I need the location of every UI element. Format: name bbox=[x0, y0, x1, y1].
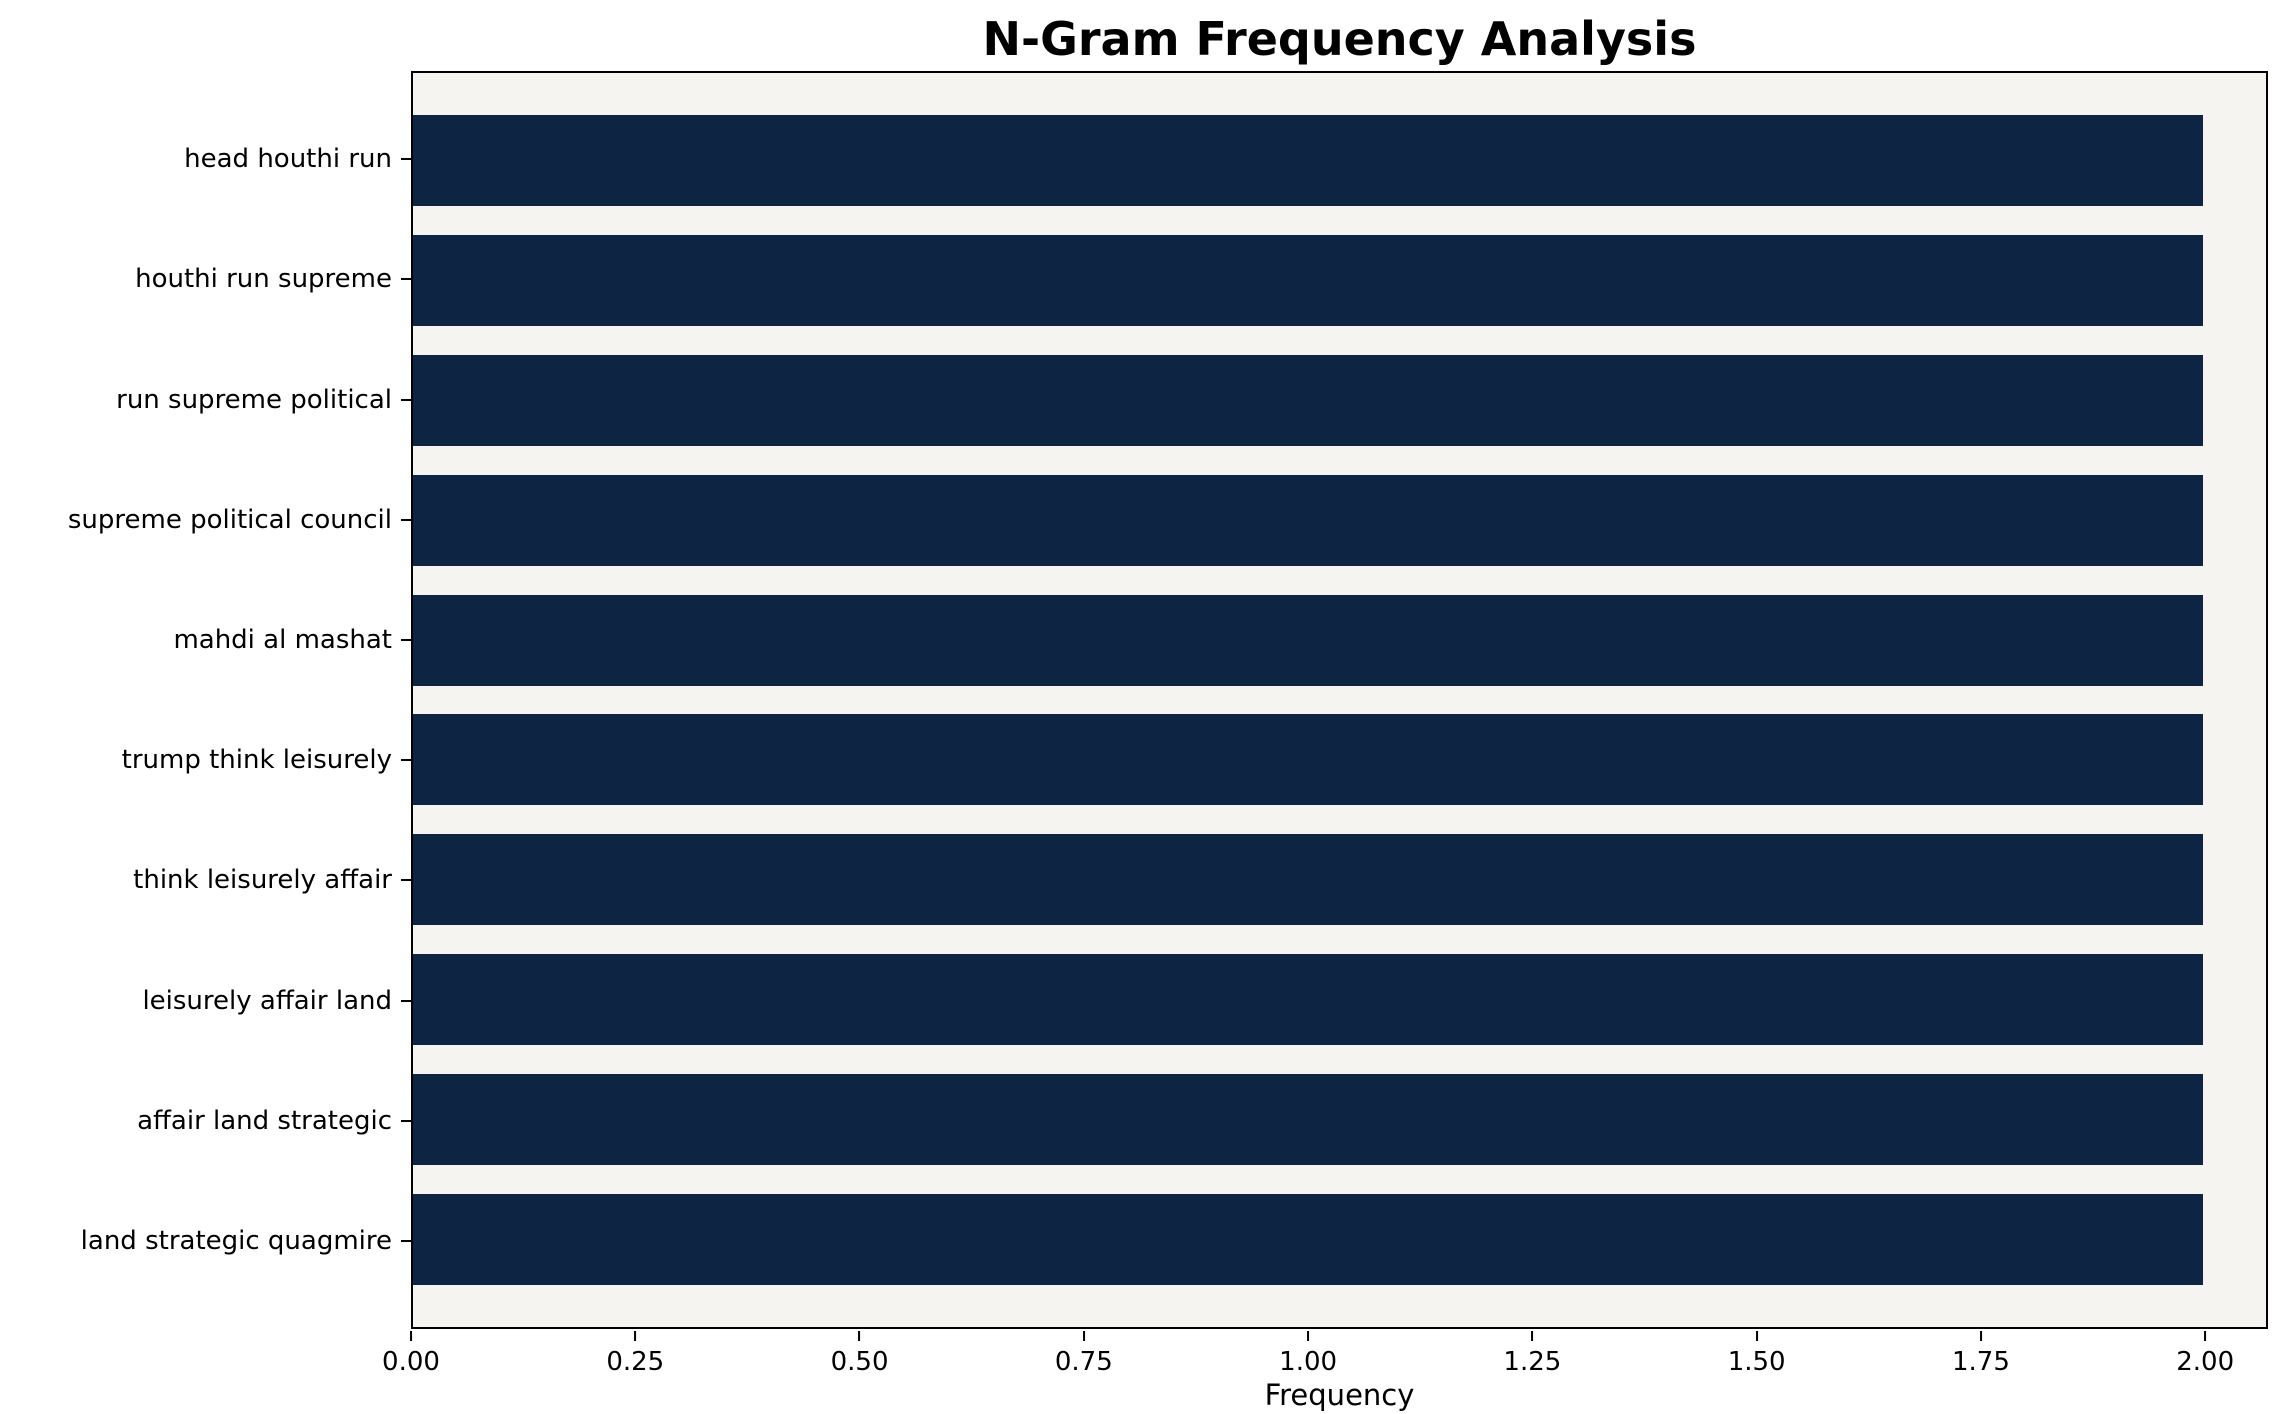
frequency-bar bbox=[413, 474, 2204, 566]
frequency-bar bbox=[413, 714, 2204, 806]
frequency-bar bbox=[413, 953, 2204, 1045]
x-tick-label: 2.00 bbox=[2176, 1347, 2235, 1377]
bar-row bbox=[413, 700, 2266, 820]
y-tick-label: head houthi run bbox=[184, 144, 392, 175]
bar-row bbox=[413, 940, 2266, 1060]
x-tick-label: 0.75 bbox=[1054, 1347, 1113, 1377]
x-tick: 1.25 bbox=[1503, 1331, 1561, 1377]
x-tick-mark bbox=[2204, 1331, 2207, 1341]
y-tick-label: houthi run supreme bbox=[135, 264, 392, 295]
bar-row bbox=[413, 460, 2266, 580]
bar-row bbox=[413, 1179, 2266, 1299]
plot-area bbox=[411, 71, 2268, 1329]
x-tick-mark bbox=[1082, 1331, 1085, 1341]
x-tick: 1.50 bbox=[1728, 1331, 1786, 1377]
x-axis-title: Frequency bbox=[1264, 1378, 1415, 1412]
y-tick-label: think leisurely affair bbox=[133, 865, 392, 896]
y-tick-mark bbox=[401, 518, 411, 521]
x-tick: 0.50 bbox=[830, 1331, 889, 1377]
x-tick-mark bbox=[1531, 1331, 1534, 1341]
bar-row bbox=[413, 341, 2266, 461]
y-tick-row: head houthi run bbox=[0, 99, 411, 219]
x-tick-label: 1.50 bbox=[1727, 1347, 1786, 1377]
x-tick: 1.75 bbox=[1952, 1331, 2010, 1377]
frequency-bar bbox=[413, 1193, 2204, 1285]
frequency-bar bbox=[413, 834, 2204, 926]
y-tick-row: supreme political council bbox=[0, 460, 411, 580]
y-tick-row: land strategic quagmire bbox=[0, 1181, 411, 1301]
x-tick: 0.75 bbox=[1055, 1331, 1113, 1377]
x-tick-label: 0.25 bbox=[606, 1347, 665, 1377]
x-tick-mark bbox=[1755, 1331, 1758, 1341]
x-tick: 0.00 bbox=[382, 1331, 440, 1377]
y-tick-label: supreme political council bbox=[67, 504, 392, 535]
x-tick-mark bbox=[409, 1331, 412, 1341]
y-tick-mark bbox=[401, 999, 411, 1002]
bar-row bbox=[413, 1059, 2266, 1179]
frequency-bar bbox=[413, 354, 2204, 446]
x-tick-mark bbox=[858, 1331, 861, 1341]
chart-title: N-Gram Frequency Analysis bbox=[982, 12, 1697, 66]
y-axis-labels: head houthi run houthi run supreme run sup… bbox=[0, 71, 411, 1329]
bar-row bbox=[413, 101, 2266, 221]
x-tick-label: 1.75 bbox=[1951, 1347, 2010, 1377]
y-tick-label: trump think leisurely bbox=[121, 745, 392, 776]
x-tick: 2.00 bbox=[2176, 1331, 2234, 1377]
x-tick-label: 1.25 bbox=[1503, 1347, 1562, 1377]
y-tick-row: mahdi al mashat bbox=[0, 580, 411, 700]
y-tick-row: trump think leisurely bbox=[0, 700, 411, 820]
bar-row bbox=[413, 580, 2266, 700]
y-tick-row: run supreme political bbox=[0, 339, 411, 459]
x-axis-ticks: 0.00 0.25 0.50 0.75 1.00 1.25 1.50 1.75 2.00 bbox=[382, 1331, 2268, 1391]
frequency-bar bbox=[413, 235, 2204, 327]
x-tick-label: 0.00 bbox=[382, 1347, 440, 1377]
y-tick-mark bbox=[401, 398, 411, 401]
bar-row bbox=[413, 221, 2266, 341]
y-tick-label: land strategic quagmire bbox=[80, 1225, 392, 1256]
y-tick-row: affair land strategic bbox=[0, 1061, 411, 1181]
y-tick-mark bbox=[401, 879, 411, 882]
frequency-bar bbox=[413, 594, 2204, 686]
y-tick-mark bbox=[401, 759, 411, 762]
y-tick-row: leisurely affair land bbox=[0, 940, 411, 1060]
x-tick-mark bbox=[1307, 1331, 1310, 1341]
y-tick-label: run supreme political bbox=[116, 384, 392, 415]
x-tick: 0.25 bbox=[606, 1331, 664, 1377]
y-tick-label: mahdi al mashat bbox=[173, 624, 392, 655]
y-tick-mark bbox=[401, 1119, 411, 1122]
frequency-bar bbox=[413, 1073, 2204, 1165]
y-tick-row: houthi run supreme bbox=[0, 219, 411, 339]
x-tick: 1.00 bbox=[1279, 1331, 1337, 1377]
y-tick-mark bbox=[401, 638, 411, 641]
frequency-bar bbox=[413, 115, 2204, 207]
y-tick-row: think leisurely affair bbox=[0, 820, 411, 940]
x-tick-mark bbox=[634, 1331, 637, 1341]
y-tick-label: leisurely affair land bbox=[142, 985, 392, 1016]
y-tick-mark bbox=[401, 158, 411, 161]
y-tick-mark bbox=[401, 1239, 411, 1242]
y-tick-label: affair land strategic bbox=[137, 1105, 392, 1136]
x-tick-label: 0.50 bbox=[830, 1347, 889, 1377]
y-tick-mark bbox=[401, 278, 411, 281]
bar-row bbox=[413, 820, 2266, 940]
x-tick-label: 1.00 bbox=[1279, 1347, 1338, 1377]
x-tick-mark bbox=[1979, 1331, 1982, 1341]
